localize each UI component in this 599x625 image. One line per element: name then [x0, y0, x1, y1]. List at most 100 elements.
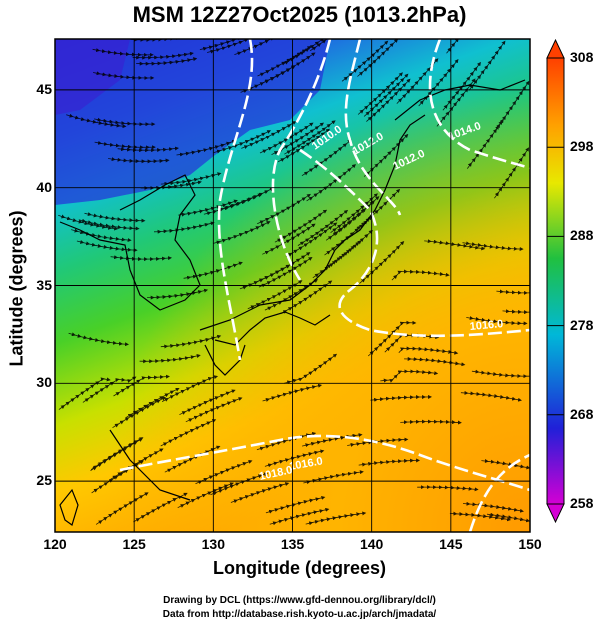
streamline	[417, 485, 479, 492]
x-tick-label: 140	[359, 536, 384, 552]
streamline	[460, 390, 522, 402]
colorbar-max-triangle	[546, 38, 565, 59]
streamline	[466, 118, 504, 169]
temperature-field: 1010.0 1012.01012.01014.01016.01016.01018…	[55, 39, 530, 532]
y-tick-label: 35	[36, 276, 52, 293]
streamline	[462, 501, 524, 513]
x-tick-label: 135	[280, 536, 305, 552]
streamline	[213, 130, 272, 154]
streamline	[160, 334, 222, 349]
streamline	[110, 255, 172, 262]
streamline	[136, 57, 198, 66]
streamline	[262, 383, 323, 402]
wind-streamlines	[58, 39, 530, 527]
streamline	[230, 482, 290, 504]
colorbar	[546, 38, 565, 524]
streamline	[92, 48, 154, 57]
streamline	[206, 39, 265, 54]
colorbar-tick-label: 308	[570, 49, 594, 65]
streamline	[68, 332, 129, 347]
x-tick-label: 120	[43, 536, 67, 552]
streamline	[380, 369, 439, 383]
plot-frame	[54, 38, 531, 533]
lat-lon-grid	[55, 39, 530, 532]
colorbar-tick-label: 288	[570, 227, 594, 244]
streamline	[71, 228, 132, 242]
streamline	[264, 449, 325, 468]
streamline	[160, 419, 217, 447]
streamline	[117, 146, 179, 153]
streamline	[424, 239, 486, 251]
streamline	[195, 460, 253, 485]
streamline	[112, 396, 166, 429]
streamline	[257, 193, 311, 225]
streamline	[404, 356, 466, 367]
streamline	[370, 394, 432, 402]
colorbar-tick-label: 258	[570, 495, 594, 511]
streamline	[94, 117, 156, 127]
streamline	[147, 288, 209, 300]
streamline	[285, 222, 338, 257]
streamline	[283, 353, 338, 385]
streamline	[161, 375, 219, 402]
streamline	[94, 140, 156, 150]
isobar-contours	[119, 39, 530, 532]
y-tick-label: 45	[36, 80, 52, 97]
contour-label: 1016.0	[288, 455, 323, 473]
streamline	[132, 51, 194, 60]
streamline	[139, 354, 201, 364]
streamline	[400, 419, 462, 425]
streamline	[449, 511, 512, 522]
colorbar-tick-label: 278	[570, 316, 594, 333]
chart-title: MSM 12Z27Oct2025 (1013.2hPa)	[132, 2, 467, 27]
x-axis-label: Longitude (degrees)	[212, 558, 386, 578]
streamline	[257, 46, 312, 77]
streamline	[366, 78, 411, 122]
contour-label: 1016.0	[469, 318, 504, 333]
streamline	[391, 269, 450, 281]
streamline	[384, 333, 440, 353]
streamline	[303, 470, 364, 485]
streamline	[468, 40, 506, 91]
streamline	[76, 239, 138, 253]
streamline	[93, 71, 155, 80]
streamline	[78, 218, 140, 231]
streamline	[358, 458, 421, 467]
streamline	[466, 316, 528, 326]
y-tick-label: 40	[36, 178, 52, 195]
x-tick-label: 130	[201, 536, 225, 552]
streamline	[108, 157, 170, 164]
streamline	[213, 221, 271, 245]
streamline	[446, 39, 485, 54]
y-tick-label: 30	[36, 374, 52, 391]
streamline	[178, 199, 238, 217]
streamline	[359, 241, 405, 284]
streamline	[269, 507, 330, 526]
credit-line-data: Data from http://database.rish.kyoto-u.a…	[162, 609, 437, 620]
streamline	[494, 147, 530, 199]
streamline	[153, 221, 215, 234]
streamline	[496, 289, 530, 295]
streamline	[179, 389, 236, 416]
streamline	[113, 374, 170, 397]
x-tick-label: 125	[122, 536, 146, 552]
streamline	[301, 139, 352, 177]
streamline	[110, 448, 164, 480]
streamline	[502, 308, 530, 315]
streamline	[324, 229, 373, 270]
streamline	[164, 445, 221, 473]
streamline	[256, 432, 317, 451]
x-tick-label: 150	[518, 536, 542, 552]
streamline	[301, 433, 363, 448]
x-tick-label: 145	[439, 536, 463, 552]
y-tick-label: 25	[36, 472, 52, 489]
colorbar-tick-label: 298	[570, 138, 594, 155]
colorbar-min-triangle	[546, 503, 565, 524]
streamline	[436, 78, 476, 127]
streamline	[341, 40, 389, 82]
streamline	[330, 193, 378, 234]
streamline	[471, 369, 530, 379]
colorbar-tick-label: 268	[570, 405, 594, 422]
credit-line-drawing: Drawing by DCL (https://www.gfd-dennou.o…	[163, 595, 436, 606]
